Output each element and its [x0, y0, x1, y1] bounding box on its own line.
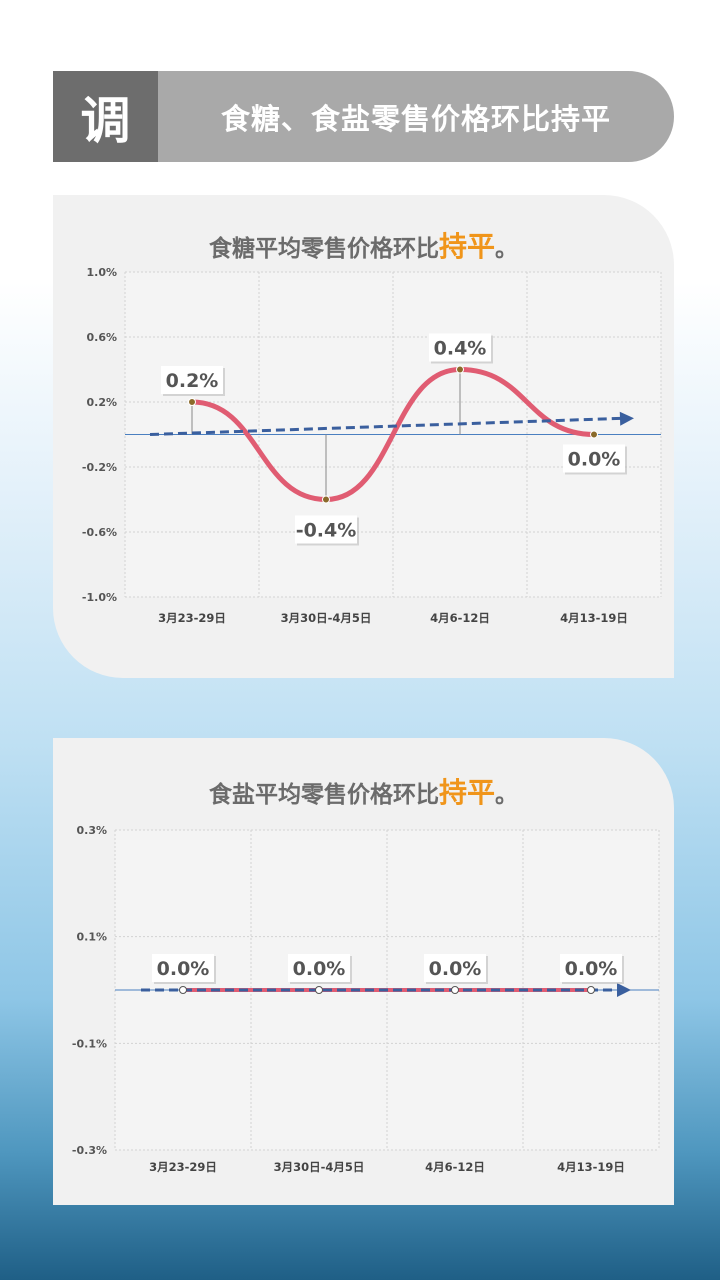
trend-arrowhead [617, 983, 631, 997]
y-tick-label: -0.6% [82, 526, 117, 539]
chart-title-highlight: 持平 [438, 776, 495, 809]
data-label-box [152, 954, 214, 982]
y-tick-label: 0.6% [86, 331, 117, 344]
data-label-box [161, 366, 223, 394]
header-badge: 调 [53, 71, 158, 162]
data-point [315, 986, 323, 994]
x-tick-label: 4月13-19日 [557, 1160, 625, 1174]
x-tick-label: 3月30日-4月5日 [281, 611, 372, 625]
data-label: -0.4% [296, 520, 357, 542]
data-label-group: 0.4% [429, 333, 493, 364]
chart-title-suffix: 。 [495, 782, 518, 808]
y-tick-label: -0.2% [82, 461, 117, 474]
data-label: 0.4% [434, 338, 487, 360]
sugar-chart-card: 食糖平均零售价格环比持平。 1.0% 0.6% 0.2% -0.2% -0.6% -1.0… [53, 195, 674, 678]
salt-chart-card: 食盐平均零售价格环比持平。 0.3% 0.1% -0.1% -0.3% 3月23-29日… [53, 738, 674, 1205]
header: 调 食糖、食盐零售价格环比持平 [53, 71, 674, 162]
data-point [590, 430, 598, 439]
y-tick-label: -1.0% [82, 591, 117, 604]
x-tick-label: 4月13-19日 [560, 611, 628, 625]
data-label: 0.0% [565, 958, 618, 980]
data-label-box [295, 515, 357, 544]
trend-arrowhead [619, 411, 634, 426]
chart-title-suffix: 。 [495, 236, 518, 262]
data-label: 0.0% [568, 449, 621, 471]
chart-title-prefix: 食糖平均零售价格环比 [208, 236, 439, 262]
data-label: 0.0% [157, 958, 210, 980]
data-label-box [288, 954, 350, 982]
data-label-box [563, 444, 625, 473]
data-label-box [560, 954, 622, 982]
header-title: 食糖、食盐零售价格环比持平 [158, 71, 674, 162]
chart-title-highlight: 持平 [438, 230, 495, 263]
salt-chart: 0.3% 0.1% -0.1% -0.3% 3月23-29日 3月30日-4月5日 4月6-… [72, 824, 660, 1174]
x-tick-label: 3月30日-4月5日 [274, 1160, 365, 1174]
data-label: 0.0% [293, 958, 346, 980]
data-point [179, 986, 187, 994]
data-point [587, 986, 595, 994]
data-label: 0.0% [429, 958, 482, 980]
y-tick-label: -0.3% [72, 1144, 107, 1157]
trend-line [149, 416, 625, 436]
x-tick-label: 4月6-12日 [430, 611, 490, 625]
data-label-group: 0.0% [288, 954, 352, 984]
series-line [189, 366, 597, 503]
data-point [451, 986, 459, 994]
data-label-group: -0.4% [295, 515, 359, 546]
sugar-chart: 1.0% 0.6% 0.2% -0.2% -0.6% -1.0% 3月23-29日 3月30日… [82, 266, 662, 625]
y-tick-label: 0.2% [86, 396, 117, 409]
chart-title: 食盐平均零售价格环比持平。 [53, 771, 674, 811]
data-label-box [429, 333, 491, 362]
data-label: 0.2% [166, 370, 219, 392]
data-point [188, 398, 196, 406]
data-label-group: 0.0% [152, 954, 216, 984]
y-tick-label: 0.1% [76, 931, 107, 944]
chart-title-prefix: 食盐平均零售价格环比 [208, 782, 439, 808]
y-tick-label: 0.3% [76, 824, 107, 837]
x-tick-label: 3月23-29日 [158, 611, 226, 625]
y-tick-label: 1.0% [86, 266, 117, 279]
data-point [322, 495, 330, 504]
data-label-group: 0.0% [563, 444, 627, 475]
data-point [456, 365, 464, 374]
data-label-group: 0.0% [424, 954, 488, 984]
data-label-group: 0.2% [161, 366, 225, 396]
data-label-box [424, 954, 486, 982]
data-label-group: 0.0% [560, 954, 624, 984]
x-tick-label: 4月6-12日 [425, 1160, 485, 1174]
y-tick-label: -0.1% [72, 1037, 107, 1050]
chart-title: 食糖平均零售价格环比持平。 [53, 225, 674, 265]
x-tick-label: 3月23-29日 [149, 1160, 217, 1174]
